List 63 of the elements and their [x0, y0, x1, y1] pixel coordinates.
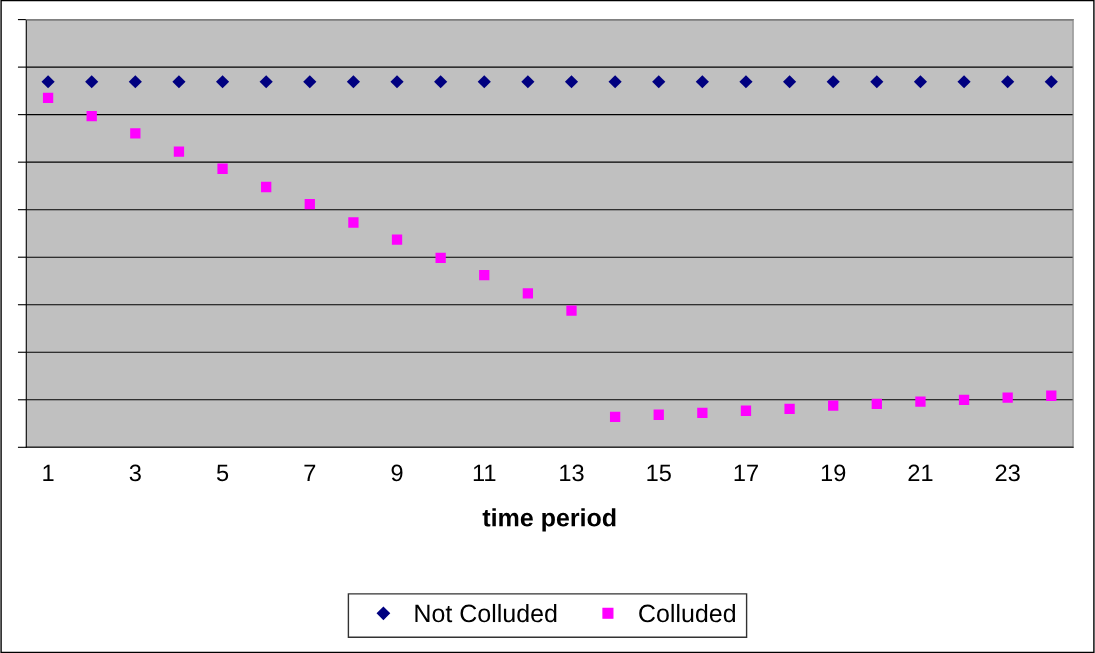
point [566, 305, 577, 316]
x-tick-label: 19 [821, 464, 846, 482]
x-tick-label: 9 [391, 464, 403, 482]
point [522, 288, 534, 299]
point [1002, 392, 1013, 403]
point [303, 75, 317, 89]
point [521, 75, 535, 89]
x-tick-label: 23 [995, 464, 1020, 482]
point [695, 75, 709, 89]
point [740, 405, 752, 416]
point [128, 75, 142, 89]
point [41, 75, 55, 89]
point [86, 110, 97, 122]
point [217, 163, 228, 174]
point [85, 75, 99, 89]
point [913, 75, 928, 89]
x-tick-label: 21 [908, 464, 933, 482]
x-tick-label: 11 [473, 464, 496, 482]
point [42, 92, 54, 103]
point [564, 75, 579, 89]
x-axis-title: time period [482, 508, 616, 532]
point [304, 199, 315, 210]
point [435, 252, 446, 264]
point [958, 394, 970, 405]
point [609, 411, 621, 423]
point [871, 398, 882, 409]
point [608, 75, 622, 89]
point [828, 400, 839, 411]
point [130, 128, 141, 139]
x-tick-label: 3 [129, 464, 141, 482]
point [783, 75, 797, 89]
x-tick-label: 13 [560, 464, 584, 482]
point [915, 396, 926, 407]
point [479, 269, 490, 281]
point [348, 217, 359, 228]
point [477, 75, 491, 89]
x-tick-label: 17 [734, 464, 758, 482]
point [215, 75, 230, 89]
x-tick-label: 5 [216, 464, 229, 482]
point [173, 146, 185, 157]
x-tick-label: 1 [43, 464, 54, 482]
point [957, 75, 971, 89]
x-tick-label: 7 [304, 464, 316, 482]
point [826, 75, 840, 89]
point [346, 75, 360, 89]
point [1046, 390, 1057, 401]
point [784, 403, 795, 415]
point [259, 75, 273, 89]
point [697, 407, 708, 419]
point [1001, 75, 1015, 89]
point [261, 181, 272, 193]
point [652, 75, 666, 89]
point [390, 75, 404, 89]
legend-label: Colluded [639, 603, 735, 623]
point [172, 75, 186, 89]
legend-label: Not Colluded [415, 603, 557, 623]
point [739, 75, 753, 89]
point [1044, 75, 1058, 89]
point [653, 409, 664, 420]
point [391, 234, 403, 245]
x-tick-label: 15 [647, 464, 671, 482]
point [870, 75, 884, 89]
point [434, 75, 448, 89]
